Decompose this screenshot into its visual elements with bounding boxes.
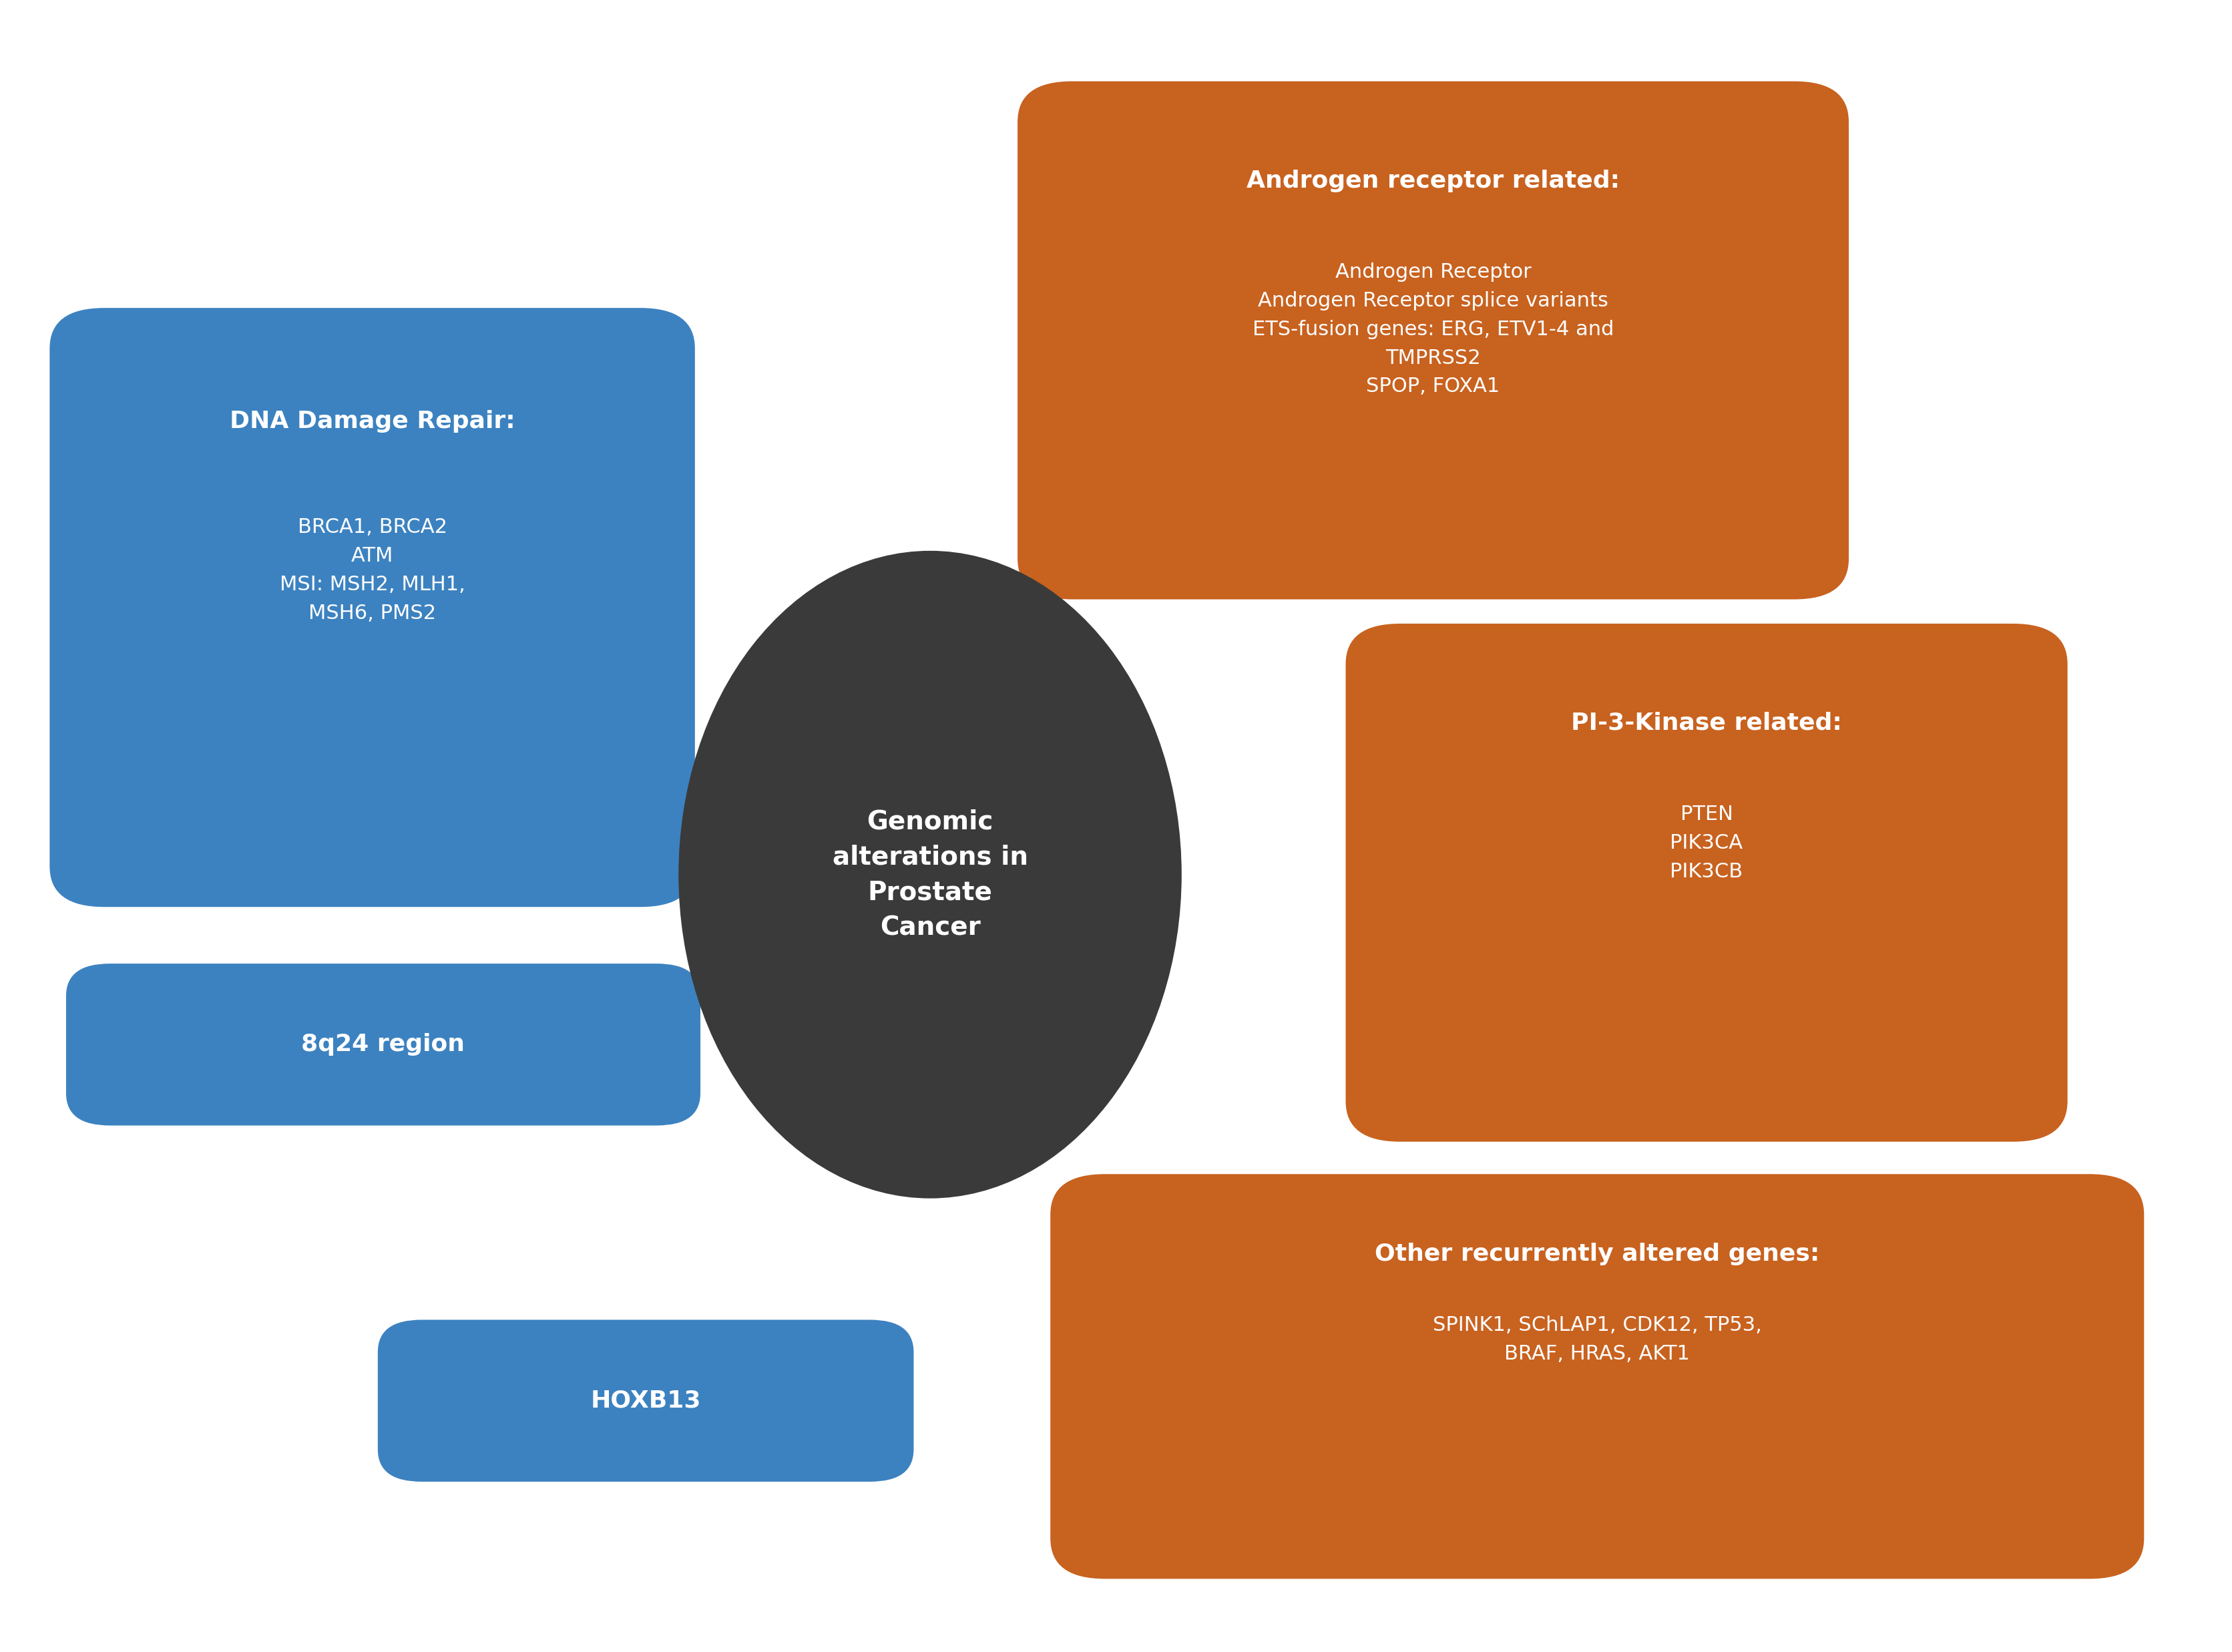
Text: Genomic
alterations in
Prostate
Cancer: Genomic alterations in Prostate Cancer [833, 809, 1029, 940]
FancyBboxPatch shape [67, 963, 701, 1125]
Text: HOXB13: HOXB13 [591, 1389, 701, 1412]
FancyBboxPatch shape [377, 1320, 913, 1482]
Text: DNA Damage Repair:: DNA Damage Repair: [230, 410, 516, 433]
FancyBboxPatch shape [49, 307, 694, 907]
Text: PI-3-Kinase related:: PI-3-Kinase related: [1571, 712, 1841, 735]
Text: Other recurrently altered genes:: Other recurrently altered genes: [1375, 1242, 1819, 1265]
Ellipse shape [679, 550, 1181, 1198]
FancyBboxPatch shape [1346, 624, 2067, 1142]
Text: SPINK1, SChLAP1, CDK12, TP53,
BRAF, HRAS, AKT1: SPINK1, SChLAP1, CDK12, TP53, BRAF, HRAS… [1433, 1315, 1761, 1363]
Text: PTEN
PIK3CA
PIK3CB: PTEN PIK3CA PIK3CB [1670, 805, 1743, 882]
Text: BRCA1, BRCA2
ATM
MSI: MSH2, MLH1,
MSH6, PMS2: BRCA1, BRCA2 ATM MSI: MSH2, MLH1, MSH6, … [279, 517, 464, 623]
Text: 8q24 region: 8q24 region [301, 1032, 464, 1056]
Text: Androgen Receptor
Androgen Receptor splice variants
ETS-fusion genes: ERG, ETV1-: Androgen Receptor Androgen Receptor spli… [1252, 263, 1614, 396]
FancyBboxPatch shape [1051, 1175, 2145, 1579]
Text: Androgen receptor related:: Androgen receptor related: [1245, 170, 1620, 192]
FancyBboxPatch shape [1018, 81, 1848, 600]
